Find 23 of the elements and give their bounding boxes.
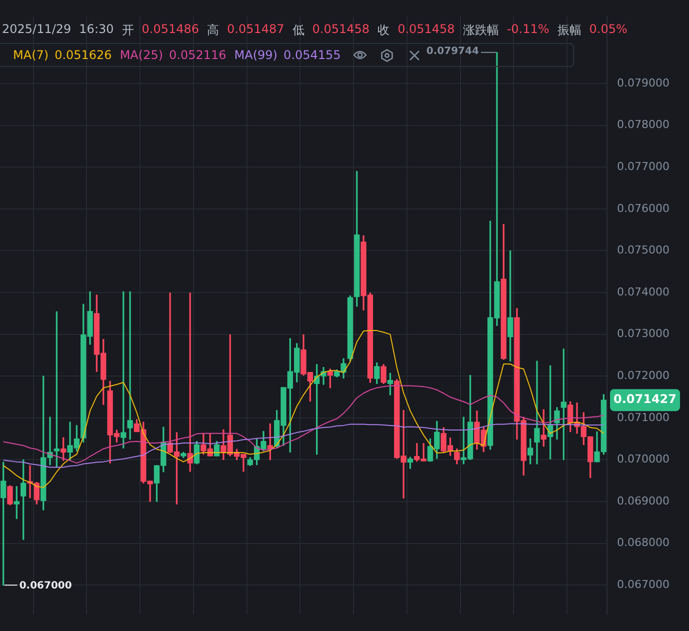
text: MA(7) — [13, 48, 49, 62]
y-tick-label: 0.067000 — [617, 578, 670, 591]
y-tick-label: 0.075000 — [617, 244, 670, 257]
text: 2025/11/29 16:30 开 0.051486 高 0.051487 低 0.051458 收 0.051458 涨跌幅 -0.11% 振幅 0.05% — [2, 22, 628, 37]
y-tick-label: 0.079000 — [617, 76, 670, 90]
text: MA(25) — [120, 48, 164, 62]
y-tick-label: 0.071000 — [617, 410, 670, 424]
y-tick-label: 0.076000 — [617, 202, 670, 215]
text: 0.071427 — [613, 392, 677, 406]
annotation: 0.051626 — [54, 48, 112, 62]
y-tick-label: 0.073000 — [617, 327, 670, 340]
y-tick-label: 0.070000 — [617, 452, 670, 466]
y-tick-label: 0.074000 — [617, 285, 670, 298]
annotation: 0.054155 — [284, 48, 341, 62]
annotation: 0.079744 — [426, 46, 479, 57]
y-tick-label: 0.078000 — [617, 118, 670, 132]
annotation: 0.052116 — [169, 48, 226, 62]
annotation: 0.067000 — [19, 580, 72, 592]
y-tick-label: 0.072000 — [617, 368, 670, 382]
y-tick-label: 0.069000 — [617, 494, 670, 508]
text: MA(99) — [234, 48, 278, 62]
y-tick-label: 0.068000 — [617, 536, 670, 550]
y-tick-label: 0.077000 — [617, 160, 670, 173]
